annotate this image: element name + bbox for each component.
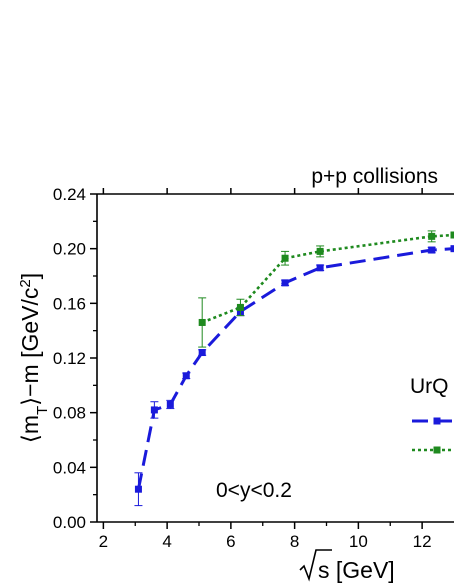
data-point	[150, 406, 158, 414]
data-point	[316, 247, 324, 255]
y-tick-label: 0.00	[53, 513, 86, 532]
data-point	[450, 245, 454, 253]
tick-labels: 2 4 6 8 10 12 0.00 0.04 0.08 0.12 0.16 0.20 0.24	[53, 185, 432, 551]
series-layer	[134, 230, 454, 507]
y-tick-label: 0.08	[53, 404, 86, 423]
data-point	[428, 232, 436, 240]
legend-title: UrQ	[410, 375, 449, 398]
x-tick-label: 8	[290, 532, 299, 551]
data-point	[281, 254, 289, 262]
rapidity-annotation: 0<y<0.2	[216, 479, 292, 502]
y-tick-label: 0.20	[53, 240, 86, 259]
legend-entries	[412, 417, 454, 454]
x-tick-label: 2	[99, 532, 108, 551]
data-point	[428, 246, 436, 254]
data-point	[316, 264, 324, 272]
data-point	[134, 485, 142, 493]
data-point	[281, 279, 289, 287]
x-tick-label: 4	[162, 532, 171, 551]
tick-marks	[90, 188, 423, 529]
svg-text:s [GeV]: s [GeV]	[318, 557, 395, 583]
series-1	[134, 245, 454, 507]
legend: UrQ	[410, 375, 454, 454]
y-axis-title: ⟨mT⟩−m [GeV/c2]	[17, 273, 51, 443]
y-tick-label: 0.12	[53, 349, 86, 368]
series-2	[198, 230, 454, 348]
data-point	[198, 318, 206, 326]
x-tick-label: 6	[226, 532, 235, 551]
data-point	[182, 372, 190, 380]
sqrt-sign-icon	[299, 549, 332, 582]
series-line	[201, 233, 454, 324]
y-tick-label: 0.04	[53, 458, 86, 477]
data-point	[198, 349, 206, 357]
data-point	[166, 400, 174, 408]
x-tick-label: 12	[413, 532, 432, 551]
series-line	[136, 247, 454, 490]
chart-title: p+p collisions	[311, 165, 438, 188]
data-point	[450, 231, 454, 239]
y-tick-label: 0.16	[53, 294, 86, 313]
y-tick-label: 0.24	[53, 185, 86, 204]
x-tick-label: 10	[349, 532, 368, 551]
legend-marker	[433, 417, 441, 425]
axes-frame	[96, 193, 454, 523]
x-axis-title: s [GeV]	[299, 549, 395, 583]
legend-marker	[433, 446, 441, 454]
data-point	[236, 303, 244, 311]
